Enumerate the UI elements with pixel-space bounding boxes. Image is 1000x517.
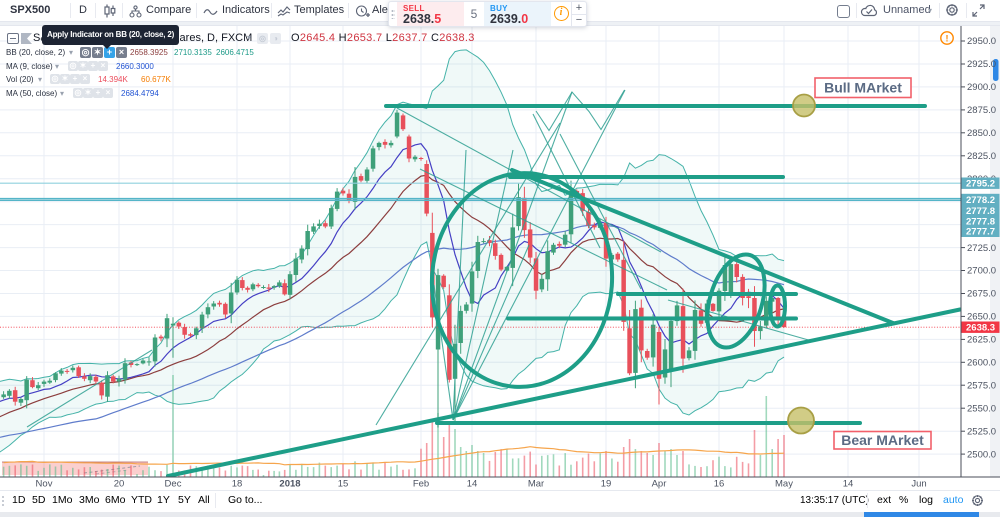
svg-text:2950.0: 2950.0 (967, 36, 996, 47)
svg-text:2777.7: 2777.7 (966, 227, 995, 238)
svg-text:2500.0: 2500.0 (967, 449, 996, 460)
svg-text:2778.2: 2778.2 (966, 195, 995, 206)
svg-text:Nov: Nov (36, 479, 53, 490)
svg-text:2795.2: 2795.2 (966, 179, 995, 190)
svg-text:14: 14 (467, 479, 478, 490)
svg-text:Apr: Apr (652, 479, 667, 490)
svg-text:Dec: Dec (165, 479, 182, 490)
svg-text:2525.0: 2525.0 (967, 426, 996, 437)
svg-text:2575.0: 2575.0 (967, 380, 996, 391)
svg-text:19: 19 (601, 479, 612, 490)
svg-text:2777.8: 2777.8 (966, 216, 995, 227)
svg-text:15: 15 (338, 479, 349, 490)
svg-text:2825.0: 2825.0 (967, 151, 996, 162)
svg-text:20: 20 (114, 479, 125, 490)
svg-text:14: 14 (843, 479, 854, 490)
svg-text:2600.0: 2600.0 (967, 358, 996, 369)
svg-text:Bear MArket: Bear MArket (841, 432, 924, 448)
svg-text:2550.0: 2550.0 (967, 403, 996, 414)
svg-text:16: 16 (714, 479, 725, 490)
svg-text:2700.0: 2700.0 (967, 266, 996, 277)
svg-text:2725.0: 2725.0 (967, 243, 996, 254)
svg-text:2875.0: 2875.0 (967, 105, 996, 116)
svg-text:2675.0: 2675.0 (967, 289, 996, 300)
svg-text:2625.0: 2625.0 (967, 335, 996, 346)
svg-text:2850.0: 2850.0 (967, 128, 996, 139)
svg-text:May: May (775, 479, 793, 490)
svg-text:Jun: Jun (911, 479, 926, 490)
svg-text:2638.3: 2638.3 (966, 323, 995, 334)
svg-text:Bull MArket: Bull MArket (824, 80, 902, 96)
svg-text:18: 18 (232, 479, 243, 490)
svg-text:2900.0: 2900.0 (967, 82, 996, 93)
svg-text:2777.8: 2777.8 (966, 206, 995, 217)
svg-text:Mar: Mar (528, 479, 544, 490)
svg-text:Feb: Feb (413, 479, 429, 490)
svg-text:!: ! (946, 34, 949, 44)
svg-text:2650.0: 2650.0 (967, 312, 996, 323)
svg-text:2925.0: 2925.0 (967, 59, 996, 70)
svg-text:2018: 2018 (279, 479, 300, 490)
